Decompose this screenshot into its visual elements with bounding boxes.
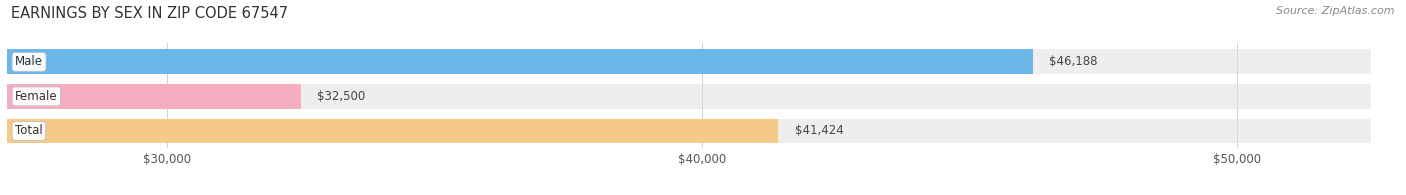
Text: EARNINGS BY SEX IN ZIP CODE 67547: EARNINGS BY SEX IN ZIP CODE 67547 xyxy=(11,6,288,21)
Bar xyxy=(7,119,1371,143)
Bar xyxy=(7,50,1033,74)
Text: $46,188: $46,188 xyxy=(1049,55,1098,68)
Text: $32,500: $32,500 xyxy=(318,90,366,103)
Bar xyxy=(7,50,1371,74)
Bar xyxy=(7,84,1371,109)
Text: Total: Total xyxy=(15,124,42,137)
Text: $41,424: $41,424 xyxy=(794,124,844,137)
Text: Female: Female xyxy=(15,90,58,103)
Bar xyxy=(7,84,301,109)
Text: Male: Male xyxy=(15,55,44,68)
Bar xyxy=(7,119,779,143)
Text: Source: ZipAtlas.com: Source: ZipAtlas.com xyxy=(1277,6,1395,16)
